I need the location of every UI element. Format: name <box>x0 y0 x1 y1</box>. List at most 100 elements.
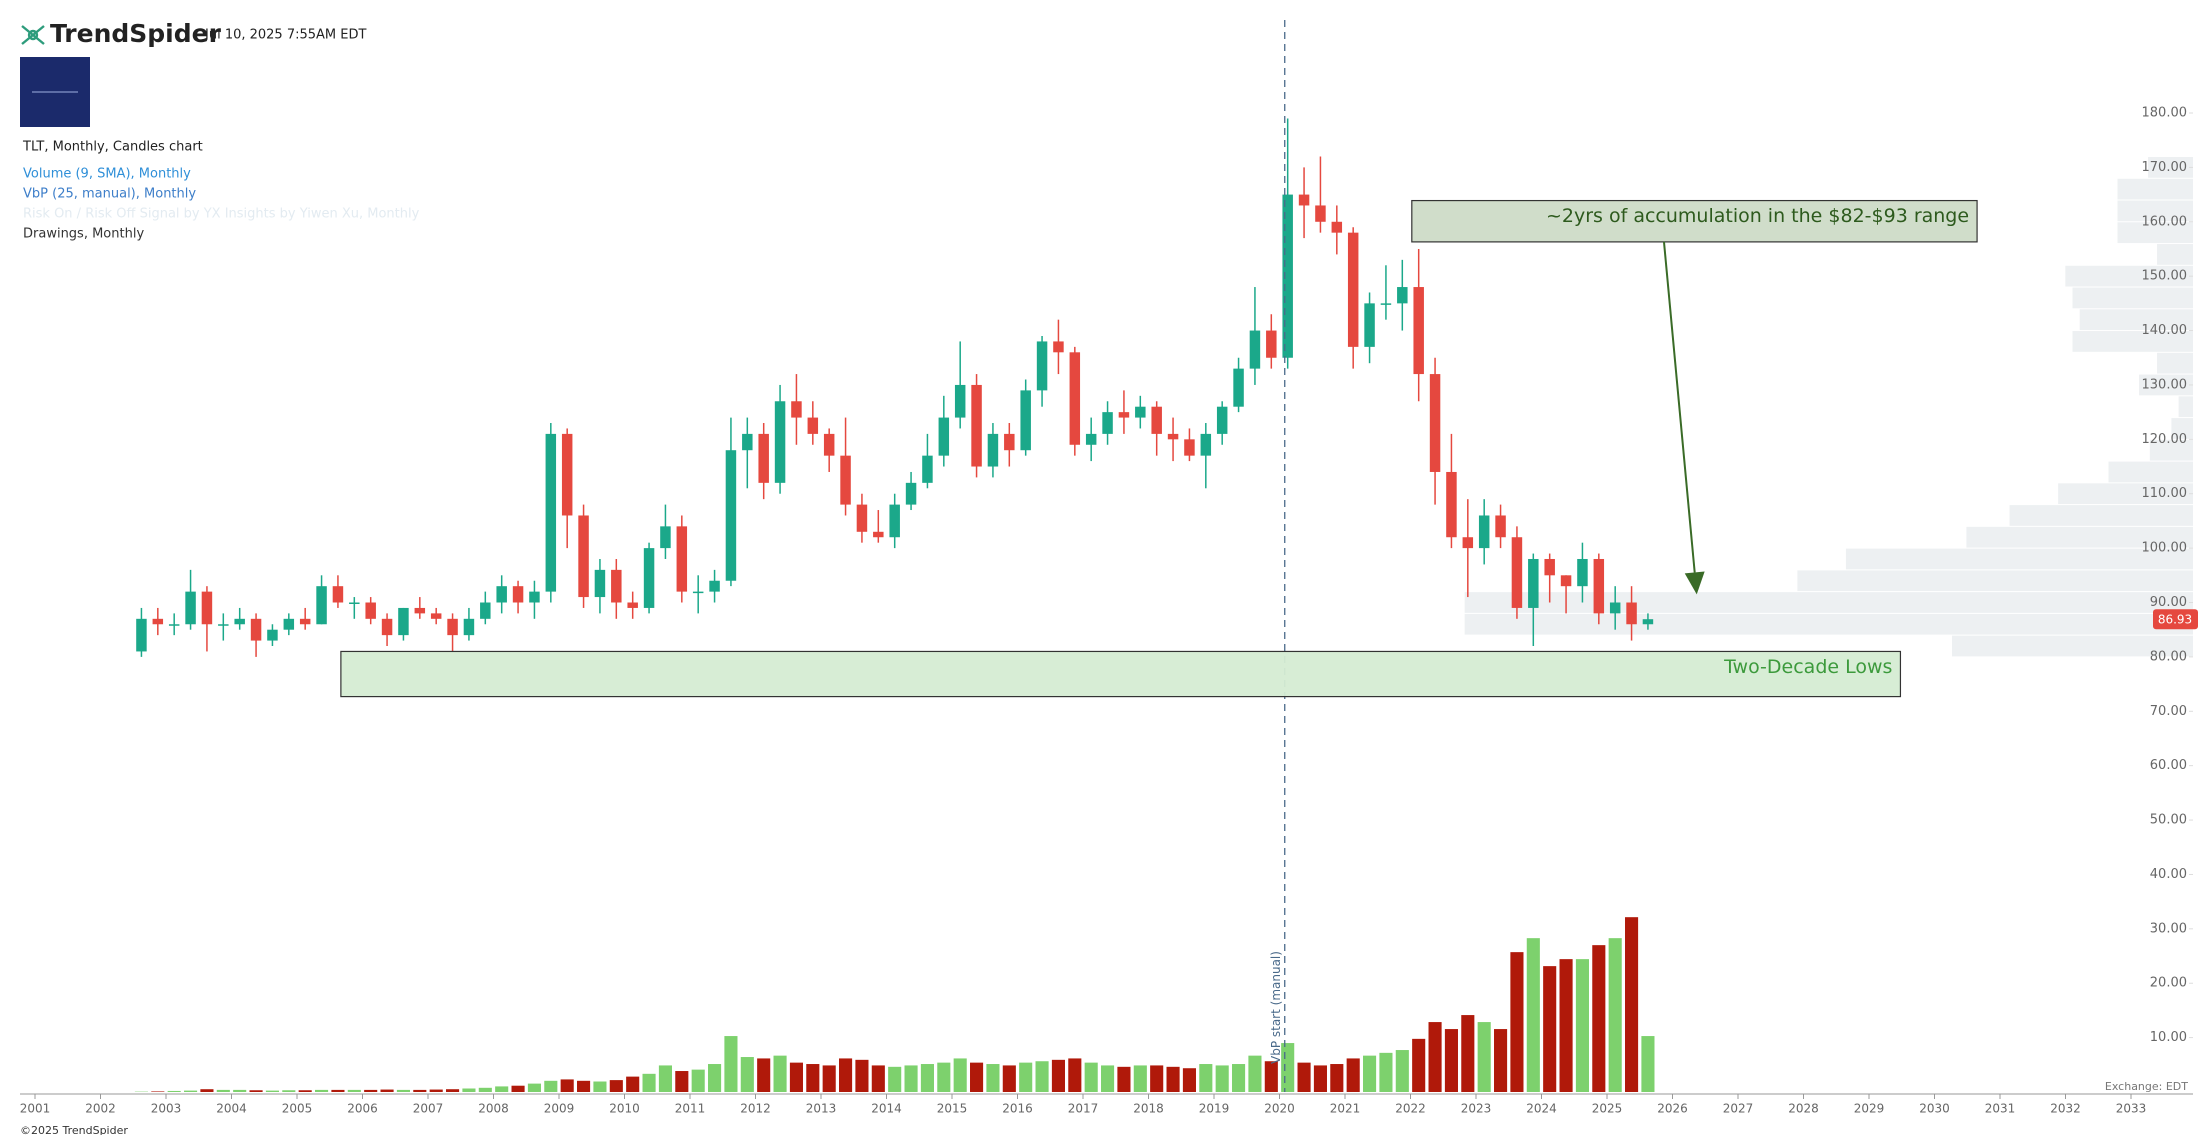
vbp-bar <box>2117 200 2193 222</box>
volume-bar <box>658 1065 672 1092</box>
candle-body <box>1151 406 1162 434</box>
x-tick-label: 2026 <box>1657 1102 1688 1116</box>
candle-body <box>1544 558 1555 576</box>
candle-body <box>496 586 507 603</box>
last-price-badge <box>2153 609 2198 630</box>
y-tick-label: 40.00 <box>2150 867 2187 882</box>
candle-body <box>218 624 229 626</box>
volume-bar <box>1477 1022 1491 1092</box>
volume-bar <box>1543 966 1557 1092</box>
volume-bar <box>249 1090 263 1092</box>
x-tick-label: 2011 <box>675 1102 706 1116</box>
volume-bar <box>184 1090 198 1092</box>
volume-bar <box>1592 945 1606 1092</box>
vbp-bar <box>2157 244 2193 265</box>
volume-bar <box>1494 1029 1508 1092</box>
volume-bar <box>1346 1058 1360 1092</box>
x-tick-label: 2031 <box>1985 1102 2016 1116</box>
vbp-bar <box>1797 570 2193 592</box>
candle-body <box>283 618 295 630</box>
volume-bar <box>1608 938 1622 1092</box>
candle-body <box>725 450 737 581</box>
volume-bar <box>789 1062 803 1092</box>
annotation-text: ~2yrs of accumulation in the $82-$93 ran… <box>1546 205 1969 227</box>
candle-body <box>1118 412 1130 418</box>
candle-body <box>938 417 950 456</box>
candle-body <box>1609 602 1621 614</box>
x-tick-label: 2010 <box>609 1102 640 1116</box>
candle-body <box>840 455 851 505</box>
volume-bar <box>233 1089 247 1092</box>
candle-body <box>1397 287 1408 304</box>
y-tick-label: 50.00 <box>2150 813 2187 828</box>
volume-bar <box>1526 938 1540 1092</box>
volume-bar <box>347 1089 361 1092</box>
vbp-bar <box>1464 613 2193 635</box>
legend-entry: Drawings, Monthly <box>23 227 144 242</box>
candle-body <box>1347 232 1359 347</box>
volume-bar <box>1133 1065 1147 1092</box>
x-tick-label: 2024 <box>1526 1102 1557 1116</box>
logo-stroke <box>21 25 45 45</box>
candle-body <box>398 607 409 636</box>
volume-bar <box>1363 1055 1377 1092</box>
candle-body <box>889 504 900 538</box>
volume-bar <box>1182 1068 1196 1092</box>
vbp-bar <box>1845 548 2193 570</box>
candle-body <box>185 591 196 625</box>
annotation-text: Two-Decade Lows <box>1723 656 1892 678</box>
volume-bar <box>429 1089 443 1092</box>
candle-body <box>807 417 819 434</box>
candle-body <box>971 384 982 467</box>
x-tick-label: 2007 <box>413 1102 444 1116</box>
vbp-bar <box>2108 461 2193 483</box>
volume-bar <box>1068 1058 1082 1092</box>
candle-body <box>1298 194 1310 206</box>
candle-body <box>905 482 917 505</box>
volume-bar <box>1559 959 1573 1092</box>
y-tick-label: 120.00 <box>2142 432 2188 447</box>
volume-layer <box>134 917 1655 1092</box>
volume-bar <box>216 1089 230 1092</box>
volume-bar <box>691 1069 705 1092</box>
x-tick-label: 2021 <box>1330 1102 1361 1116</box>
volume-bar <box>626 1076 640 1092</box>
candle-body <box>1020 390 1031 451</box>
candle-body <box>136 618 147 652</box>
y-tick-label: 90.00 <box>2150 595 2187 610</box>
candle-body <box>529 591 540 603</box>
x-tick-label: 2001 <box>20 1102 51 1116</box>
candle-body <box>1495 515 1506 538</box>
candle-body <box>1560 575 1572 587</box>
volume-bar <box>871 1065 885 1092</box>
volume-bar <box>1412 1038 1426 1092</box>
y-tick-label: 30.00 <box>2150 921 2187 936</box>
volume-bar <box>757 1058 771 1092</box>
volume-bar <box>1313 1065 1327 1092</box>
volume-bar <box>593 1081 607 1092</box>
volume-bar <box>167 1090 181 1092</box>
vbp-bar <box>1464 592 2193 613</box>
volume-bar <box>298 1090 312 1092</box>
x-tick-label: 2019 <box>1199 1102 1230 1116</box>
candle-body <box>414 607 426 614</box>
exchange: Exchange: EDT <box>2105 1080 2188 1093</box>
candle-body <box>365 602 376 619</box>
y-tick-label: 180.00 <box>2142 106 2188 121</box>
candle-body <box>1200 433 1212 456</box>
candle-body <box>660 526 671 549</box>
candle-body <box>299 618 311 625</box>
volume-bar <box>986 1064 1000 1092</box>
vbp-bar <box>2079 309 2193 331</box>
candle-body <box>152 618 164 625</box>
volume-bar <box>1166 1066 1180 1092</box>
brand: TrendSpider <box>50 19 222 48</box>
candle-body <box>1085 433 1097 445</box>
y-tick-label: 60.00 <box>2150 758 2187 773</box>
x-tick-label: 2032 <box>2050 1102 2081 1116</box>
candle-body <box>1626 602 1637 625</box>
candle-body <box>447 618 458 636</box>
candle-body <box>349 602 360 604</box>
candle-body <box>1511 537 1523 608</box>
